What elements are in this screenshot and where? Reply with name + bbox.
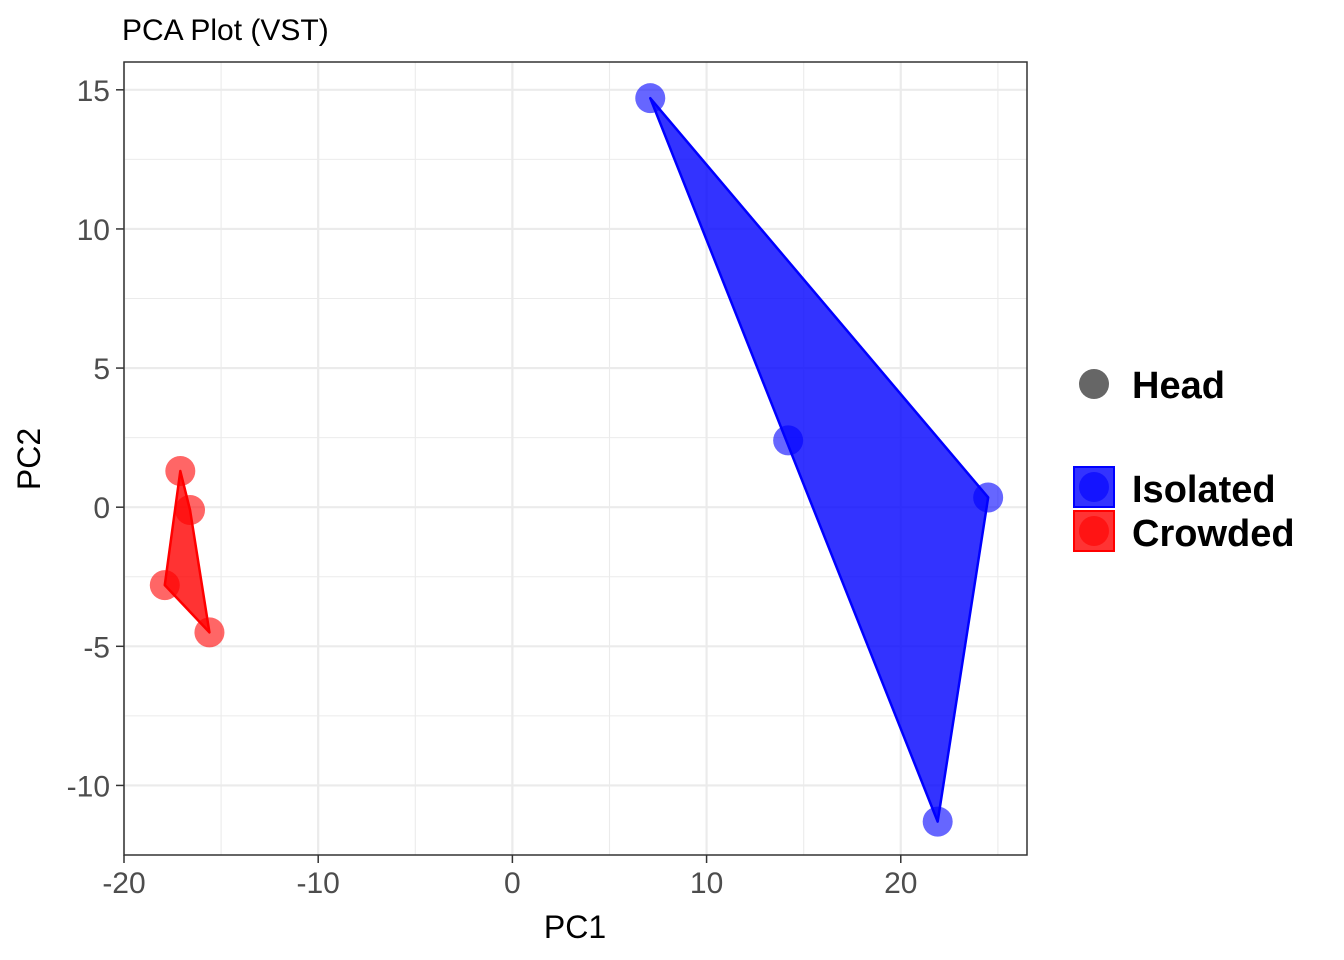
isolated-point — [922, 806, 953, 837]
y-tick-label: -5 — [83, 631, 110, 664]
x-axis-title: PC1 — [544, 909, 606, 945]
crowded-hull — [163, 469, 211, 634]
x-tick-label: 20 — [884, 867, 917, 900]
crowded-point — [165, 456, 196, 487]
chart-title: PCA Plot (VST) — [122, 14, 329, 47]
legend-key-dot-isolated — [1079, 472, 1109, 502]
legend-key-dot-crowded — [1079, 516, 1109, 546]
crowded-point — [149, 570, 180, 601]
isolated-point — [773, 425, 804, 456]
legend-label-isolated: Isolated — [1132, 469, 1276, 511]
crowded-point — [175, 494, 206, 525]
y-axis-title: PC2 — [11, 428, 47, 490]
axis-ticks: -20 -10 0 10 20 15 10 5 0 -5 -10 — [67, 75, 918, 900]
x-tick-label: -20 — [102, 867, 145, 900]
y-tick-label: 15 — [77, 75, 110, 108]
x-tick-label: 10 — [690, 867, 723, 900]
legend-shape-key — [1079, 369, 1109, 399]
data-points — [149, 83, 1004, 837]
x-tick-label: -10 — [297, 867, 340, 900]
isolated-point — [973, 482, 1004, 513]
x-tick-label: 0 — [504, 867, 521, 900]
group-hulls — [163, 96, 990, 823]
plot-panel-border — [123, 61, 1028, 856]
y-tick-label: -10 — [67, 770, 110, 803]
isolated-hull — [649, 96, 990, 823]
y-tick-label: 10 — [77, 214, 110, 247]
isolated-point — [635, 83, 666, 114]
crowded-point — [194, 617, 225, 648]
y-tick-label: 5 — [93, 353, 110, 386]
legend-label-crowded: Crowded — [1132, 513, 1295, 555]
legend-shape-label: Head — [1132, 365, 1225, 407]
y-tick-label: 0 — [93, 492, 110, 525]
